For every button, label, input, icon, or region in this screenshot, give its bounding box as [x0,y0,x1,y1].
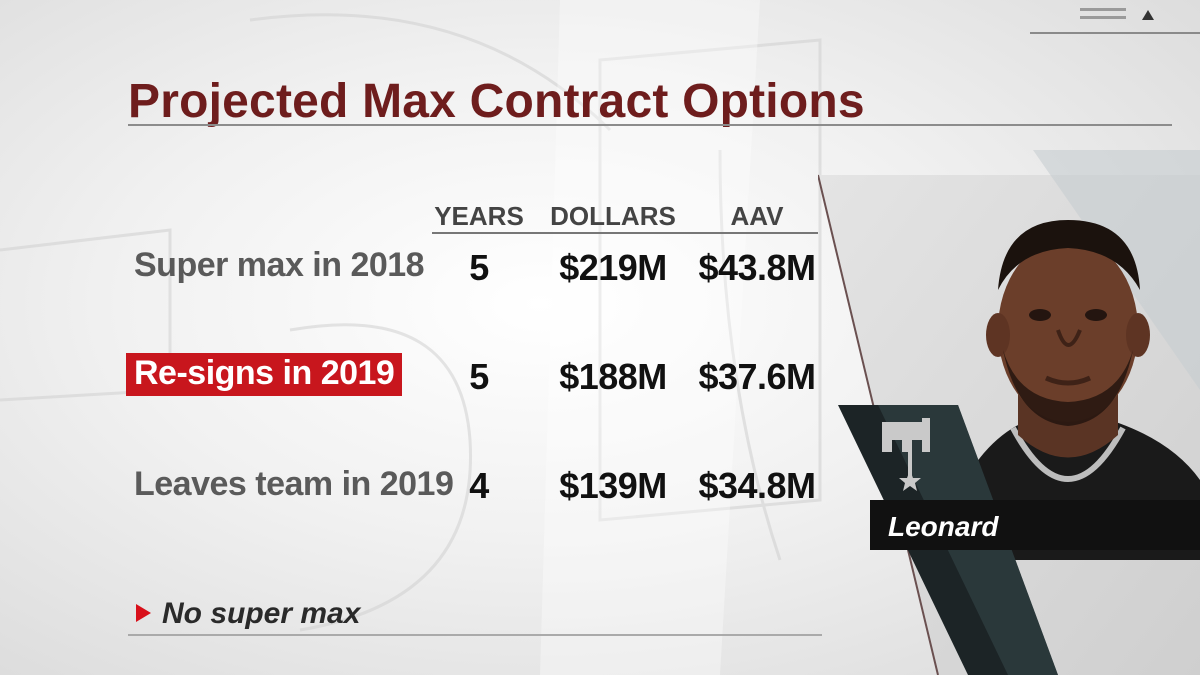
name-plate [870,500,1200,550]
cell-dollars: $139M [559,465,667,506]
row-label: Leaves team in 2019 [134,465,454,503]
row-label: Super max in 2018 [134,246,425,284]
player-panel: Leonard [818,150,1200,675]
footnote-divider [128,634,822,636]
column-header-years: YEARS [434,201,524,231]
top-right-decoration [1030,8,1200,34]
column-header-dollars: DOLLARS [550,201,676,231]
column-header-aav: AAV [730,201,784,231]
cell-aav: $37.6M [698,356,816,397]
cell-dollars: $219M [559,247,667,288]
cell-years: 5 [469,356,489,397]
cell-years: 4 [469,465,489,506]
arrow-right-icon [136,604,151,622]
column-header-divider [432,232,818,234]
page-title: Projected Max Contract Options [128,75,865,128]
title-divider [128,124,1172,126]
footnote: No super max [162,597,361,630]
cell-dollars: $188M [559,356,667,397]
cell-years: 5 [469,247,489,288]
player-name: Leonard [888,511,999,542]
spurs-logo-icon [882,418,930,491]
row-label-highlighted: Re-signs in 2019 [126,353,403,396]
cell-aav: $43.8M [698,247,816,288]
cell-aav: $34.8M [698,465,816,506]
